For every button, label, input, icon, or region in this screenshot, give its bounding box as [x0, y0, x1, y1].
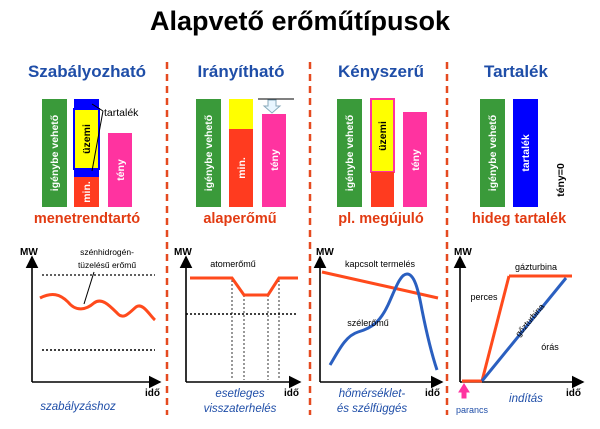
- caption-menetrendtarto: menetrendtartó: [34, 211, 140, 227]
- y-axis-label: MW: [316, 247, 334, 258]
- tartalek-label: tartalék: [104, 107, 139, 119]
- bar-igenybe-vehető: [42, 99, 67, 207]
- y-axis-label: MW: [174, 247, 192, 258]
- bar-label-tartalek: tartalék: [520, 134, 532, 172]
- bottom-line2: és szélfüggés: [337, 403, 408, 415]
- parancs-arrow: [458, 383, 470, 399]
- bar-red-bottom: [371, 172, 394, 207]
- bar-tartalek: [513, 99, 538, 207]
- heading-iranyithato: Irányítható: [198, 62, 285, 81]
- curve-label: atomerőmű: [210, 259, 256, 269]
- label-gazturbina-top: gázturbina: [515, 262, 557, 272]
- bar-label-uzemi: üzemi: [81, 124, 93, 154]
- bar-min: [229, 129, 253, 207]
- tartalek-pointer-1: [91, 103, 104, 112]
- label-perces: perces: [470, 292, 498, 302]
- bar-label-igenybe: igénybe vehető: [487, 115, 499, 191]
- curve-pointer: [83, 271, 95, 305]
- label-gozturbina-diag: gőzturbina: [513, 301, 546, 338]
- y-axis-label: MW: [454, 247, 472, 258]
- tartalek-pointer-2: [91, 110, 104, 172]
- chart-szabalyozhato: MW idő szénhidrogén- tüzelésű erőmű szab…: [20, 247, 162, 413]
- x-axis-label: idő: [284, 388, 299, 399]
- chart-kenyszeru: MW idő kapcsolt termelés szélerőmű hőmér…: [313, 247, 444, 415]
- bar-label-min: min.: [81, 181, 93, 203]
- bar-label-uzemi: üzemi: [377, 121, 389, 151]
- label-oras: órás: [541, 342, 559, 352]
- label-parancs: parancs: [456, 405, 489, 415]
- x-axis-label: idő: [425, 388, 440, 399]
- bottom-line1: hőmérséklet-: [339, 388, 406, 400]
- bars-tartalek: igénybe vehető tartalék tény=0: [480, 99, 567, 207]
- bar-yellow-top: [229, 99, 253, 129]
- gazturbina-rise: [480, 275, 511, 382]
- bar-label-igenybe: igénybe vehető: [203, 115, 215, 191]
- bars-kenyszeru: igénybe vehető üzemi tény: [337, 98, 427, 207]
- curve-label-line2: tüzelésű erőmű: [78, 260, 136, 270]
- heading-szabalyozhato: Szabályozható: [28, 62, 146, 81]
- bar-label-igenybe: igénybe vehető: [344, 115, 356, 191]
- bar-label-teny: tény: [115, 159, 127, 181]
- bars-iranyithato: igénybe vehető min. tény: [196, 98, 294, 207]
- chart-tartalek: MW idő gázturbina perces gőzturbina órás…: [453, 247, 585, 415]
- bar-label-teny: tény: [269, 149, 281, 171]
- bottom-text: indítás: [509, 393, 543, 405]
- bar-teny: [403, 112, 427, 207]
- bar-tartalek-blue-bottom: [74, 169, 99, 177]
- bar-tartalek-blue: [74, 99, 99, 109]
- heading-tartalek: Tartalék: [484, 62, 548, 81]
- down-arrow: [262, 99, 282, 114]
- bar-igenybe-vehető: [480, 99, 505, 207]
- curve-label-line1: szénhidrogén-: [80, 247, 134, 257]
- bar-label-teny: tény: [410, 149, 422, 171]
- x-axis-label: idő: [566, 388, 581, 399]
- bar-teny: [108, 133, 132, 207]
- bar-igenybe-vehető: [196, 99, 221, 207]
- gozturbina-rise: [480, 277, 568, 382]
- atomeromu-curve: [190, 276, 298, 297]
- x-axis-label: idő: [145, 388, 160, 399]
- chart-iranyithato: MW idő atomerőmű esetleges visszaterhelé…: [174, 247, 302, 415]
- kapcsolt-termeles-line: [321, 270, 439, 300]
- szeleromu-curve: [328, 272, 439, 371]
- bar-label-min: min.: [236, 157, 248, 179]
- curve-label-blue: szélerőmű: [347, 318, 389, 328]
- slide-title: Alapvető erőműtípusok: [149, 6, 451, 36]
- bar-igenybe-vehető: [337, 99, 362, 207]
- bottom-line2: visszaterhelés: [204, 403, 277, 415]
- caption-alaperomu: alaperőmű: [203, 211, 276, 227]
- load-curve: [39, 293, 157, 322]
- heading-kenyszeru: Kényszerű: [338, 62, 424, 81]
- bottom-text: szabályzáshoz: [40, 401, 116, 413]
- caption-megujulo: pl. megújuló: [338, 211, 424, 227]
- caption-hideg-tartalek: hideg tartalék: [472, 211, 567, 227]
- bar-teny: [262, 114, 286, 207]
- bars-szabalyozhato: igénybe vehető üzemi min. tény tartalék: [42, 99, 139, 207]
- y-axis-label: MW: [20, 247, 38, 258]
- bar-min: [74, 177, 99, 207]
- bottom-line1: esetleges: [215, 388, 264, 400]
- curve-label-red: kapcsolt termelés: [345, 259, 416, 269]
- bar-label-teny-zero: tény=0: [555, 163, 567, 197]
- bar-label-igenybe: igénybe vehető: [49, 115, 61, 191]
